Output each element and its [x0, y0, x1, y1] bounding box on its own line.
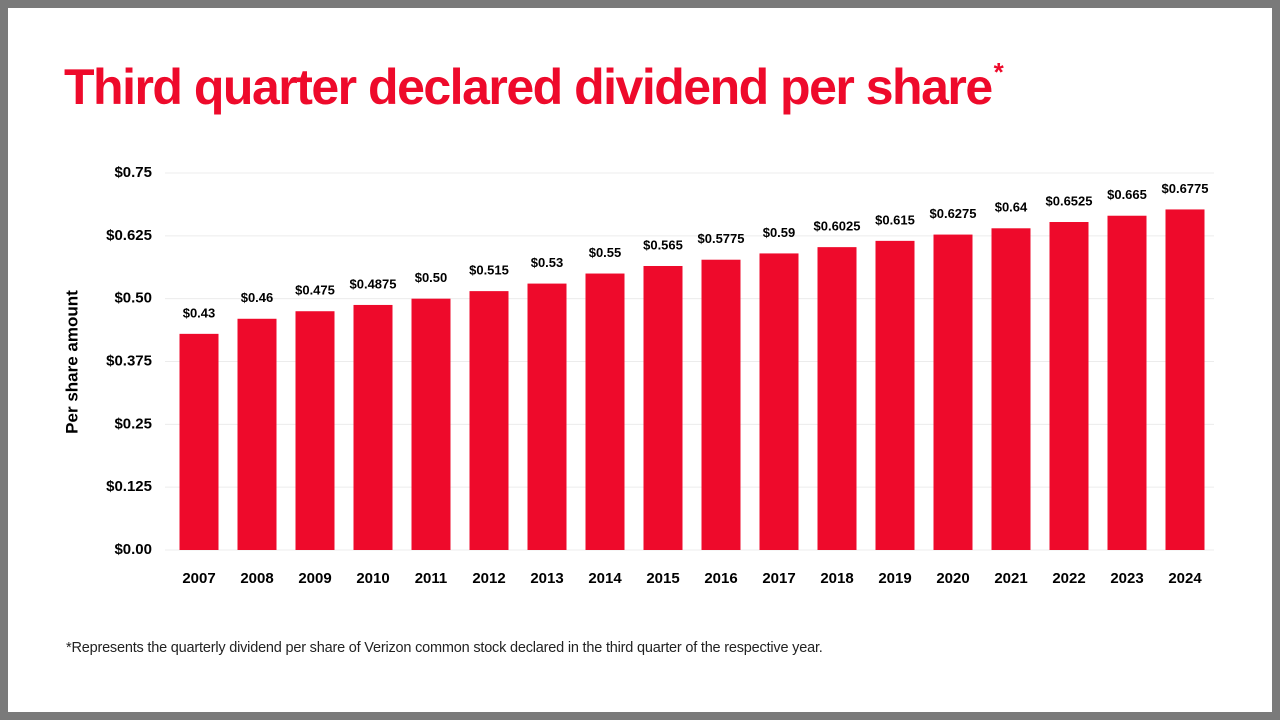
data-label: $0.64: [995, 200, 1028, 215]
y-axis-label: Per share amount: [62, 290, 81, 434]
bar: [1107, 215, 1147, 550]
y-tick-label: $0.50: [114, 290, 152, 307]
x-tick-label: 2008: [240, 570, 273, 587]
bar: [817, 247, 857, 551]
bar: [469, 291, 509, 550]
x-tick-label: 2020: [936, 570, 969, 587]
x-tick-label: 2017: [762, 570, 795, 587]
x-tick-label: 2015: [646, 570, 679, 587]
x-tick-label: 2010: [356, 570, 389, 587]
x-tick-label: 2019: [878, 570, 911, 587]
y-tick-label: $0.75: [114, 164, 152, 181]
data-label: $0.515: [469, 263, 509, 278]
x-tick-label: 2009: [298, 570, 331, 587]
data-label: $0.59: [763, 225, 796, 240]
y-tick-label: $0.25: [114, 415, 152, 432]
bar: [527, 283, 567, 550]
data-label: $0.6275: [930, 206, 977, 221]
y-tick-label: $0.625: [106, 227, 152, 244]
data-label: $0.55: [589, 245, 622, 260]
data-label: $0.46: [241, 290, 274, 305]
bar: [295, 311, 335, 550]
bar: [411, 298, 451, 550]
data-label: $0.4875: [350, 276, 397, 291]
y-tick-label: $0.375: [106, 352, 152, 369]
x-tick-label: 2023: [1110, 570, 1143, 587]
bar: [875, 240, 915, 551]
bar: [1049, 222, 1089, 550]
x-tick-label: 2011: [415, 570, 448, 587]
x-tick-label: 2007: [182, 570, 215, 587]
x-tick-label: 2014: [588, 570, 622, 587]
data-label: $0.43: [183, 305, 216, 320]
data-label: $0.50: [415, 270, 448, 285]
bar: [585, 273, 625, 550]
data-label: $0.6775: [1162, 181, 1209, 196]
bar: [991, 228, 1031, 550]
x-tick-label: 2024: [1168, 570, 1202, 587]
x-tick-label: 2012: [472, 570, 505, 587]
bar: [933, 234, 973, 550]
data-label: $0.615: [875, 212, 915, 227]
data-label: $0.53: [531, 255, 564, 270]
chart-title: Third quarter declared dividend per shar…: [64, 59, 992, 115]
bar: [643, 265, 683, 550]
y-tick-label: $0.00: [114, 541, 152, 558]
x-tick-label: 2016: [704, 570, 737, 587]
data-label: $0.6525: [1046, 193, 1093, 208]
bar: [179, 333, 219, 550]
x-tick-label: 2022: [1052, 570, 1085, 587]
bar: [701, 259, 741, 550]
x-tick-label: 2013: [530, 570, 563, 587]
data-label: $0.475: [295, 283, 335, 298]
bar: [237, 318, 277, 550]
bar: [1165, 209, 1205, 550]
x-tick-label: 2018: [820, 570, 853, 587]
footnote: *Represents the quarterly dividend per s…: [66, 640, 823, 656]
title-marker: *: [994, 57, 1005, 87]
bar: [353, 304, 393, 550]
bar: [759, 253, 799, 550]
x-tick-label: 2021: [994, 570, 1027, 587]
y-tick-label: $0.125: [106, 478, 152, 495]
data-label: $0.5775: [698, 231, 745, 246]
data-label: $0.665: [1107, 187, 1147, 202]
data-label: $0.565: [643, 237, 683, 252]
data-label: $0.6025: [814, 219, 861, 234]
